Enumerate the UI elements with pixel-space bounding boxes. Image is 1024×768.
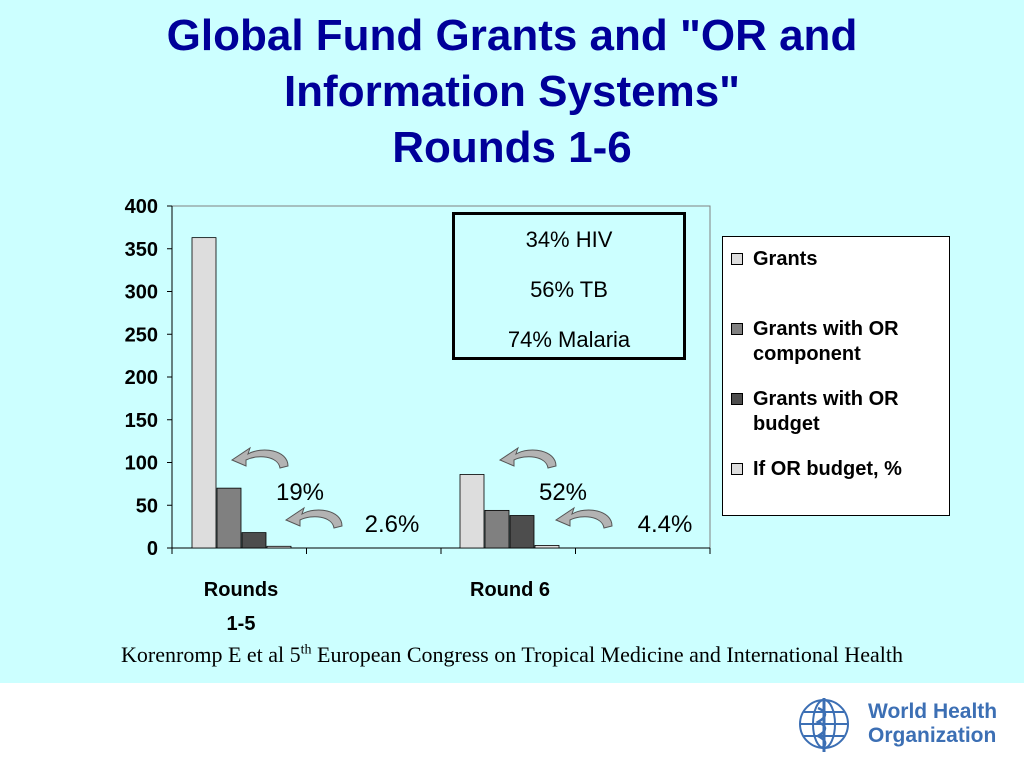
x-category-label: 1-5 bbox=[227, 613, 256, 635]
who-logo-line-2: Organization bbox=[868, 724, 997, 747]
disease-percentage-box: 34% HIV 56% TB 74% Malaria bbox=[452, 212, 686, 360]
percentage-annotation: 52% bbox=[539, 479, 587, 506]
curved-arrow-icon bbox=[498, 446, 557, 469]
y-tick-label: 100 bbox=[125, 453, 158, 475]
legend-swatch-or-component bbox=[731, 323, 743, 335]
legend-swatch-or-budget bbox=[731, 393, 743, 405]
bar bbox=[484, 509, 510, 549]
y-tick-label: 150 bbox=[125, 410, 158, 432]
bar bbox=[459, 474, 485, 549]
curved-arrow-icon bbox=[554, 506, 613, 529]
curved-arrow-icon-shape bbox=[284, 506, 343, 529]
y-tick-label: 300 bbox=[125, 282, 158, 304]
chart-legend: Grants Grants with OR component Grants wi… bbox=[722, 236, 950, 516]
slide-title: Global Fund Grants and "OR and Informati… bbox=[0, 8, 1024, 176]
percentage-annotation: 19% bbox=[276, 479, 324, 506]
legend-label-or-budget: Grants with OR budget bbox=[753, 388, 899, 435]
bar-chart: 0 50 100 150 200 250 300 350 400 Rounds 1-5 Round 6… bbox=[125, 196, 711, 635]
y-tick-label: 250 bbox=[125, 324, 158, 346]
curved-arrow-icon bbox=[284, 506, 343, 529]
who-emblem-icon bbox=[799, 698, 849, 752]
legend-swatch-or-budget-pct bbox=[731, 463, 743, 475]
legend-swatch-grants bbox=[731, 253, 743, 265]
legend-label-or-component: Grants with OR component bbox=[753, 318, 899, 365]
bar bbox=[216, 487, 242, 549]
legend-label-grants: Grants bbox=[753, 248, 818, 270]
who-logo-line-1: World Health bbox=[868, 700, 998, 723]
y-tick-label: 50 bbox=[136, 495, 158, 517]
curved-arrow-icon-shape bbox=[498, 446, 557, 469]
slide-background: Global Fund Grants and "OR and Informati… bbox=[0, 0, 1024, 683]
x-category-label: Rounds bbox=[204, 579, 278, 601]
title-line-3: Rounds 1-6 bbox=[392, 123, 632, 172]
bar bbox=[191, 237, 217, 549]
y-tick-label: 0 bbox=[147, 538, 158, 560]
curved-arrow-icon-shape bbox=[554, 506, 613, 529]
y-tick-label: 350 bbox=[125, 239, 158, 261]
box-line-malaria: 74% Malaria bbox=[507, 327, 631, 352]
legend-label-or-budget-pct: If OR budget, % bbox=[753, 458, 902, 480]
title-line-1: Global Fund Grants and "OR and bbox=[166, 11, 858, 60]
bar bbox=[534, 545, 560, 549]
bar bbox=[241, 532, 267, 549]
who-logo-text: World Health Organization bbox=[868, 700, 997, 748]
citation: Korenromp E et al 5th European Congress … bbox=[121, 642, 903, 667]
curved-arrow-icon bbox=[230, 446, 289, 469]
curved-arrow-icon-shape bbox=[230, 446, 289, 469]
bar bbox=[266, 545, 292, 549]
bar bbox=[509, 515, 535, 549]
title-line-2: Information Systems" bbox=[283, 67, 741, 116]
y-tick-label: 400 bbox=[125, 196, 158, 218]
percentage-annotation: 4.4% bbox=[638, 511, 693, 538]
percentage-annotation: 2.6% bbox=[365, 511, 420, 538]
x-category-label: Round 6 bbox=[470, 579, 550, 601]
box-line-tb: 56% TB bbox=[530, 277, 608, 302]
box-line-hiv: 34% HIV bbox=[525, 227, 613, 252]
y-tick-label: 200 bbox=[125, 367, 158, 389]
